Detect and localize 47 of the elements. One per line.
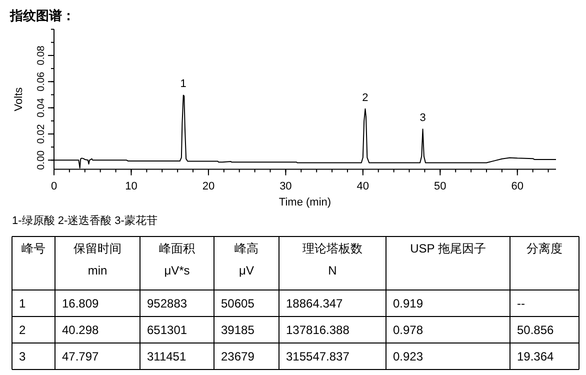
category-label: 峰号	[22, 242, 46, 256]
text: 0.919	[393, 296, 424, 310]
text: 2	[19, 322, 26, 337]
text: 50605	[221, 296, 254, 310]
category-label: 分离度	[526, 242, 562, 256]
text: 0.978	[393, 322, 424, 337]
category-label: 保留时间 min	[74, 242, 122, 278]
annotation: 2	[362, 92, 368, 104]
text: 19.364	[517, 349, 554, 364]
chart-title: 指纹图谱：	[9, 8, 75, 23]
y-axis-title: Volts	[13, 86, 25, 112]
x-tick-label: 30	[280, 180, 292, 192]
text: 39185	[221, 322, 254, 337]
y-tick-label: 0.02	[36, 124, 47, 144]
text: --	[517, 296, 525, 310]
x-tick-label: 50	[434, 180, 446, 192]
text: 40.298	[62, 322, 99, 337]
text: 0.923	[393, 349, 424, 364]
y-tick-label: 0.04	[36, 98, 47, 118]
text: 315547.837	[286, 349, 350, 364]
y-tick-label: 0.08	[36, 45, 47, 66]
text: 651301	[147, 322, 188, 337]
text: 18864.347	[286, 296, 343, 310]
text: 1	[19, 296, 26, 310]
category-label: USP 拖尾因子	[410, 242, 486, 256]
y-tick-label: 0.06	[36, 71, 47, 92]
text: 16.809	[62, 296, 99, 310]
x-tick-label: 10	[125, 180, 138, 192]
annotation: 1	[180, 78, 186, 90]
text: 47.797	[62, 349, 99, 364]
category-label: 理论塔板数 N	[302, 242, 362, 278]
x-axis-title: Time (min)	[278, 196, 332, 208]
category-label: 峰面积 μV*s	[159, 242, 195, 278]
text: 311451	[147, 349, 186, 364]
text: 3	[19, 349, 26, 364]
text: 23679	[221, 349, 254, 364]
x-tick-label: 60	[511, 180, 524, 192]
category-label: 峰高 μV	[234, 242, 258, 278]
annotation: 3	[420, 112, 426, 124]
text: 137816.388	[286, 322, 350, 337]
x-tick-label: 40	[356, 180, 370, 192]
y-tick-label: 0.00	[36, 150, 47, 170]
x-tick-label: 0	[50, 180, 58, 192]
text: 50.856	[517, 322, 554, 337]
text: 1-绿原酸 2-迷迭香酸 3-蒙花苷	[12, 214, 158, 227]
x-tick-label: 20	[202, 180, 215, 192]
text: 952883	[147, 296, 188, 310]
